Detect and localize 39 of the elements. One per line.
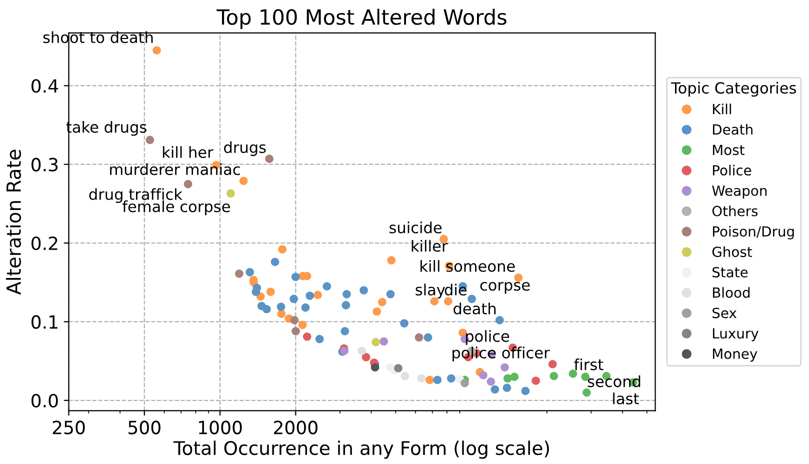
y-tick-label: 0.1 xyxy=(32,315,58,329)
legend-label: Money xyxy=(712,348,758,362)
y-tick-label: 0.4 xyxy=(32,79,58,93)
annotation: suicide xyxy=(390,222,442,234)
legend-label: Blood xyxy=(712,287,750,298)
annotation: police xyxy=(466,330,510,345)
y-tick-label: 0.0 xyxy=(32,394,58,408)
y-tick-label: 0.2 xyxy=(32,236,58,250)
x-tick-label: 2000 xyxy=(274,420,318,434)
legend-label: State xyxy=(712,266,748,278)
legend-label: Sex xyxy=(712,308,737,318)
legend-label: Kill xyxy=(712,104,732,114)
chart-title: Top 100 Most Altered Words xyxy=(216,8,506,29)
legend-label: Luxury xyxy=(712,328,758,342)
annotation: die xyxy=(444,284,467,296)
annotation: killer xyxy=(412,240,448,252)
legend-label: Others xyxy=(712,206,758,216)
annotation: last xyxy=(613,392,639,404)
y-tick-label: 0.3 xyxy=(32,158,58,172)
annotation: slay xyxy=(416,284,446,298)
legend-label: Most xyxy=(712,144,744,156)
legend-label: Ghost xyxy=(712,246,752,258)
legend-label: Poison/Drug xyxy=(712,226,794,240)
annotation: death xyxy=(454,302,496,314)
legend-label: Police xyxy=(712,164,752,176)
x-tick-label: 250 xyxy=(52,420,85,434)
annotation: first xyxy=(574,358,604,370)
x-axis-title: Total Occurrence in any Form (log scale) xyxy=(173,440,549,459)
legend-label: Weapon xyxy=(712,186,767,199)
x-tick-label: 500 xyxy=(128,420,160,434)
annotation: drugs xyxy=(224,141,266,156)
x-tick-label: 1000 xyxy=(199,420,242,434)
y-axis-title: Alteration Rate xyxy=(6,150,22,295)
legend-title: Topic Categories xyxy=(671,82,796,97)
annotation: female corpse xyxy=(122,200,230,216)
annotation: murderer maniac xyxy=(110,163,240,176)
annotation: kill her xyxy=(162,146,214,158)
legend-label: Death xyxy=(712,124,752,135)
annotation: corpse xyxy=(480,282,530,294)
